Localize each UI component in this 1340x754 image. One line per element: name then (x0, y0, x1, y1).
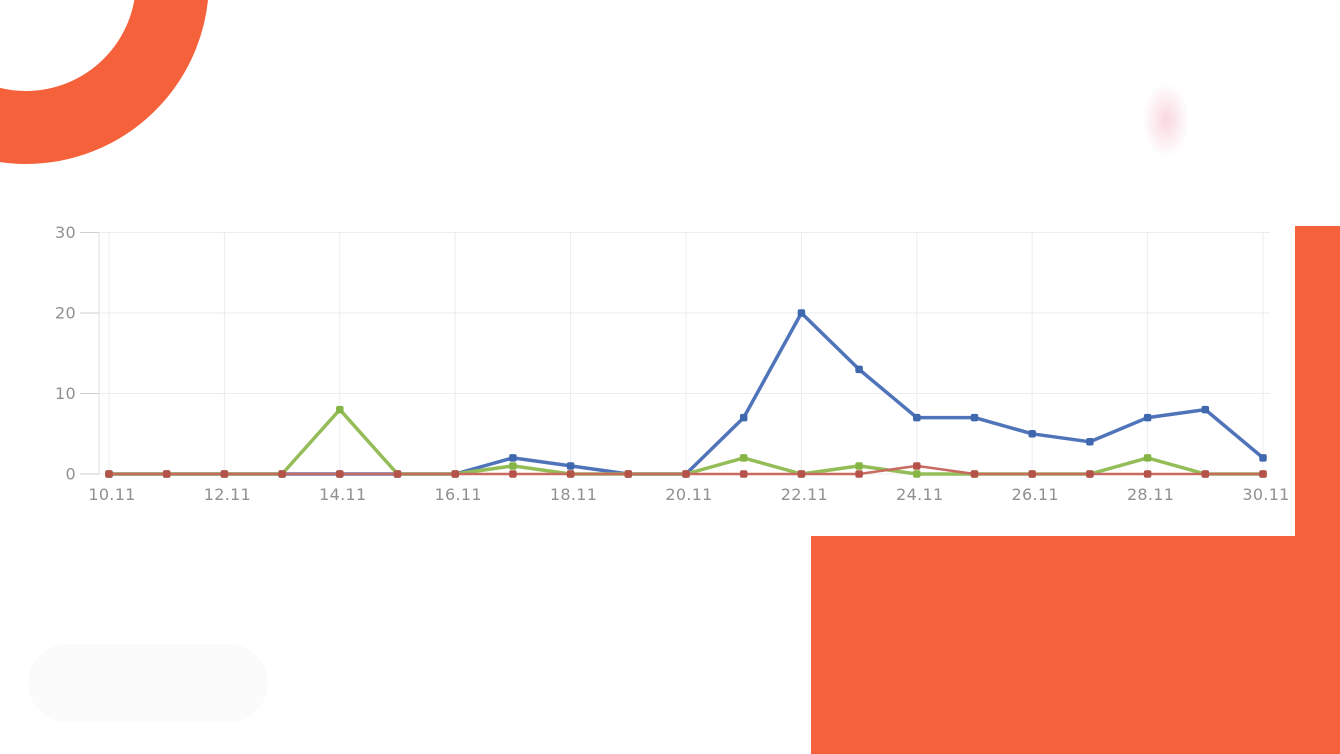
series-red-data-point[interactable] (739, 470, 748, 478)
y-axis-label: 10 (55, 384, 76, 403)
series-red-data-point[interactable] (970, 470, 979, 478)
series-red-data-point[interactable] (1201, 470, 1210, 478)
series-red-data-point[interactable] (278, 470, 286, 478)
series-blue-data-point[interactable] (1201, 405, 1210, 414)
series-red-data-point[interactable] (682, 470, 690, 478)
series-green-data-point[interactable] (739, 454, 748, 462)
decorative-ring-circle (0, 0, 208, 164)
series-red-data-point[interactable] (336, 470, 344, 478)
series-red-data-point[interactable] (1086, 470, 1094, 478)
x-axis-label: 14.11 (319, 485, 366, 504)
series-blue-data-point[interactable] (1028, 430, 1036, 438)
series-red-data-point[interactable] (566, 470, 575, 478)
y-axis-label: 20 (55, 304, 76, 323)
x-axis-label: 24.11 (896, 485, 943, 504)
x-axis-label: 16.11 (435, 485, 482, 504)
pink-smudge-decoration (1142, 82, 1190, 158)
series-red-data-point[interactable] (624, 470, 633, 478)
series-green-data-point[interactable] (509, 462, 517, 470)
series-red-data-point[interactable] (509, 470, 517, 478)
series-blue-data-point[interactable] (913, 413, 921, 422)
series-blue-data-point[interactable] (739, 413, 748, 422)
x-axis-label: 10.11 (88, 485, 135, 504)
series-red-data-point[interactable] (1028, 470, 1036, 478)
series-red-data-point[interactable] (913, 462, 921, 470)
series-red-data-point[interactable] (797, 470, 806, 478)
series-blue-data-point[interactable] (970, 413, 979, 422)
series-red-data-point[interactable] (393, 470, 402, 478)
series-blue-data-point[interactable] (1143, 413, 1152, 422)
x-axis-label: 30.11 (1242, 485, 1289, 504)
x-axis-label: 26.11 (1012, 485, 1059, 504)
series-red-data-point[interactable] (162, 470, 171, 478)
faint-pill-decoration (28, 644, 268, 722)
bottom-right-orange-rect (811, 536, 1340, 754)
series-green-data-point[interactable] (336, 405, 344, 414)
series-red-data-point[interactable] (220, 470, 229, 478)
series-green-data-point[interactable] (913, 470, 921, 478)
series-red-data-point[interactable] (1143, 470, 1152, 478)
series-blue-data-point[interactable] (1259, 454, 1267, 462)
series-red-data-point[interactable] (855, 470, 863, 478)
decorative-ring (0, 0, 208, 164)
series-blue-data-point[interactable] (797, 309, 806, 317)
series-green-data-point[interactable] (1143, 454, 1152, 462)
x-axis-label: 20.11 (665, 485, 712, 504)
x-axis-label: 18.11 (550, 485, 597, 504)
series-red-data-point[interactable] (105, 470, 113, 478)
y-axis-label: 0 (66, 465, 76, 484)
series-blue-data-point[interactable] (1086, 438, 1094, 446)
x-axis-label: 22.11 (781, 485, 828, 504)
series-blue-data-point[interactable] (509, 454, 517, 462)
series-red-data-point[interactable] (1259, 470, 1267, 478)
x-axis-label: 12.11 (204, 485, 251, 504)
y-axis-label: 30 (55, 223, 76, 242)
series-blue-data-point[interactable] (566, 462, 575, 470)
series-red-data-point[interactable] (451, 470, 459, 478)
x-axis-label: 28.11 (1127, 485, 1174, 504)
series-blue-data-point[interactable] (855, 365, 863, 374)
series-green-data-point[interactable] (855, 462, 863, 470)
